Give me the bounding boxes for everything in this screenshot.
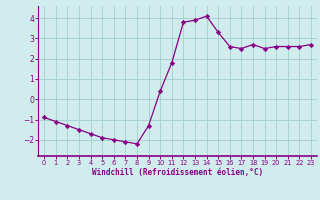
- X-axis label: Windchill (Refroidissement éolien,°C): Windchill (Refroidissement éolien,°C): [92, 168, 263, 177]
